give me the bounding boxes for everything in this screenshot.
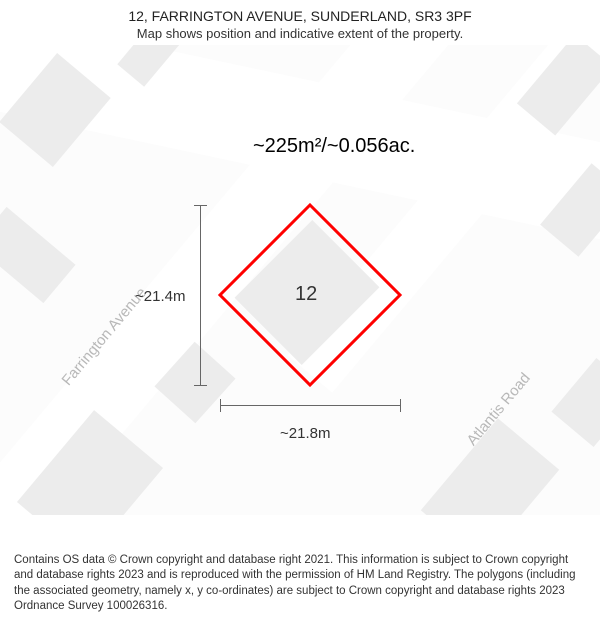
dim-tick (400, 399, 401, 412)
building (0, 207, 76, 303)
dim-tick (220, 399, 221, 412)
dim-label-height: ~21.4m (135, 288, 185, 305)
property-number: 12 (295, 283, 317, 306)
page-subtitle: Map shows position and indicative extent… (10, 26, 590, 41)
header: 12, FARRINGTON AVENUE, SUNDERLAND, SR3 3… (0, 0, 600, 45)
building (551, 358, 600, 447)
map-canvas: Farrington Avenue Atlantis Road ~225m²/~… (0, 45, 600, 515)
page-title: 12, FARRINGTON AVENUE, SUNDERLAND, SR3 3… (10, 8, 590, 24)
dim-tick (194, 385, 207, 386)
dim-line-height (200, 205, 201, 385)
dim-label-width: ~21.8m (280, 425, 330, 442)
footer-copyright: Contains OS data © Crown copyright and d… (0, 545, 600, 625)
dim-line-width (220, 405, 400, 406)
dim-tick (194, 205, 207, 206)
area-label: ~225m²/~0.056ac. (253, 135, 415, 158)
